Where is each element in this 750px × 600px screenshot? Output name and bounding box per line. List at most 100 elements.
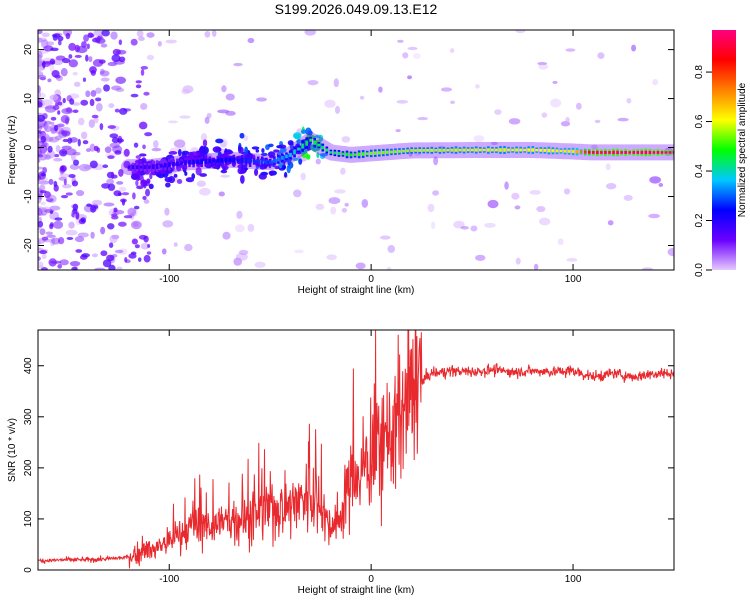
ridge-core-cell <box>341 152 345 156</box>
noise-blob <box>50 47 59 52</box>
colorbar-gradient <box>712 30 736 270</box>
noise-blob <box>39 190 47 194</box>
noise-blob <box>99 123 104 131</box>
noise-blob <box>144 132 153 137</box>
noise-blob <box>101 30 110 37</box>
noise-blob <box>211 30 217 37</box>
ridge-core-cell <box>418 148 421 152</box>
ridge-core-cell <box>487 148 490 152</box>
signal-blob <box>202 139 208 147</box>
noise-blob <box>39 250 48 255</box>
noise-blob <box>54 217 63 221</box>
noise-blob <box>430 221 436 230</box>
noise-blob <box>71 266 78 270</box>
ridge-core-cell <box>515 148 518 152</box>
noise-blob <box>38 90 42 99</box>
ridge-core-cell <box>208 158 212 164</box>
noise-blob <box>121 199 126 206</box>
noise-blob <box>108 264 116 270</box>
noise-blob <box>563 188 571 195</box>
ridge-core-cell <box>252 159 256 163</box>
noise-blob <box>143 235 149 243</box>
noise-blob <box>565 117 570 123</box>
ridge-core-cell <box>293 149 296 155</box>
noise-blob <box>361 198 369 208</box>
colorbar-tick-label: 0.0 <box>694 263 705 277</box>
noise-blob <box>108 242 114 248</box>
noise-blob <box>39 228 46 236</box>
ridge-core-cell <box>357 152 361 157</box>
noise-blob <box>114 150 122 155</box>
noise-blob <box>118 248 128 256</box>
ridge-core-cell <box>555 149 559 153</box>
signal-blob <box>305 127 312 135</box>
ridge-core-cell <box>268 160 272 164</box>
noise-blob <box>75 249 83 253</box>
noise-blob <box>112 48 121 56</box>
ridge-core-cell <box>337 151 341 155</box>
noise-blob <box>65 148 77 156</box>
ridge-core-cell <box>438 148 442 152</box>
noise-blob <box>77 138 81 147</box>
noise-blob <box>315 158 321 165</box>
x-tick-label: 100 <box>565 274 582 285</box>
noise-blob <box>81 131 88 140</box>
ridge-core-cell <box>636 150 640 154</box>
ridge-core-cell <box>196 159 199 164</box>
noise-blob <box>218 191 225 197</box>
noise-blob <box>648 213 660 219</box>
noise-blob <box>89 160 98 169</box>
noise-blob <box>38 212 44 217</box>
noise-blob <box>41 99 53 106</box>
noise-blob <box>386 266 392 270</box>
x-tick-label: 100 <box>565 574 582 585</box>
ridge-core-cell <box>410 149 413 152</box>
noise-blob <box>450 48 455 53</box>
spectrogram-x-ticks: -100 0 100 <box>159 30 582 285</box>
noise-blob <box>330 206 337 215</box>
noise-blob <box>387 245 396 253</box>
noise-blob <box>90 90 97 97</box>
noise-blob <box>95 97 102 102</box>
ridge-core-cell <box>172 162 175 167</box>
noise-blob <box>61 130 71 137</box>
noise-blob <box>450 100 455 104</box>
noise-blob <box>597 52 605 60</box>
noise-blob <box>53 157 63 162</box>
noise-blob <box>77 117 85 126</box>
noise-blob <box>69 98 75 105</box>
noise-blob <box>138 121 148 130</box>
signal-blob <box>293 132 302 140</box>
noise-blob <box>57 110 61 115</box>
noise-blob <box>110 31 118 40</box>
ridge-core-cell <box>462 148 466 152</box>
noise-blob <box>114 108 120 113</box>
noise-blob <box>135 80 142 84</box>
noise-blob <box>147 244 151 248</box>
ridge-core-cell <box>349 153 353 157</box>
noise-blob <box>38 114 46 122</box>
noise-blob <box>487 199 499 209</box>
noise-blob <box>116 181 124 185</box>
noise-blob <box>111 215 119 220</box>
noise-blob <box>41 39 49 49</box>
noise-blob <box>54 74 61 79</box>
noise-blob <box>38 239 41 246</box>
noise-blob <box>71 213 75 218</box>
signal-blob <box>287 140 294 146</box>
noise-blob <box>41 32 50 38</box>
signal-blob <box>135 179 139 187</box>
ridge-halo <box>120 130 674 176</box>
ridge-core-cell <box>244 158 248 164</box>
ridge-core-cell <box>575 149 579 154</box>
signal-blob <box>173 173 178 178</box>
ridge-core-cell <box>402 149 405 153</box>
signal-blob <box>306 154 311 160</box>
noise-blob <box>58 40 62 46</box>
noise-blob <box>61 145 72 150</box>
signal-blob <box>278 144 287 149</box>
noise-blob <box>470 225 478 232</box>
ridge-core-cell <box>289 152 292 157</box>
noise-blob <box>71 180 79 187</box>
noise-blob <box>95 87 102 94</box>
